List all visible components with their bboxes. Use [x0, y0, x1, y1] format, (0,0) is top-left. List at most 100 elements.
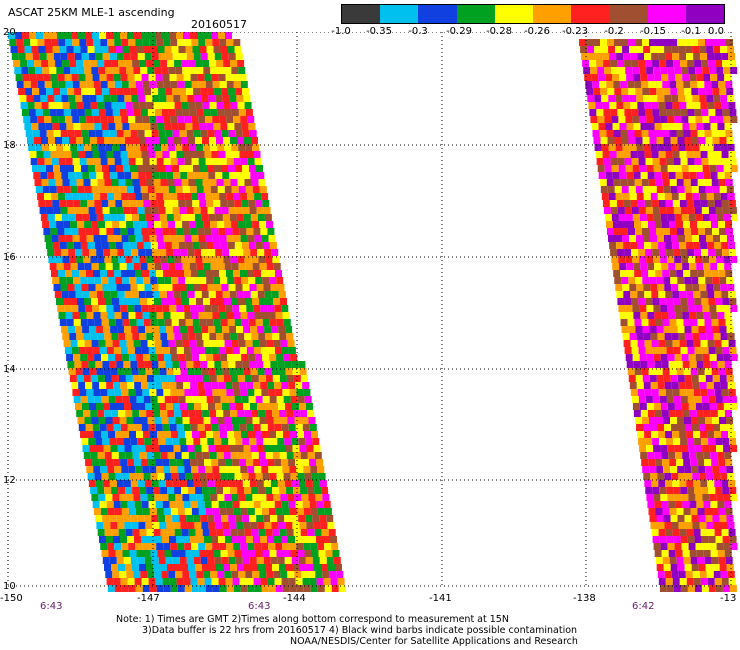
swath-cell	[684, 228, 691, 235]
swath-cell	[217, 494, 225, 501]
swath-cell	[614, 277, 622, 284]
swath-cell	[83, 179, 91, 186]
swath-cell	[163, 585, 171, 592]
swath-cell	[285, 326, 293, 333]
swath-cell	[662, 459, 670, 466]
swath-cell	[34, 137, 41, 144]
swath-cell	[683, 459, 691, 466]
swath-cell	[639, 67, 647, 74]
swath-cell	[713, 284, 721, 291]
swath-cell	[192, 200, 200, 207]
swath-cell	[200, 130, 208, 137]
swath-cell	[664, 522, 672, 529]
swath-cell	[9, 39, 17, 46]
swath-cell	[87, 354, 95, 361]
swath-cell	[656, 515, 664, 522]
swath-cell	[202, 102, 210, 109]
swath-cell	[161, 263, 169, 270]
swath-cell	[65, 158, 73, 165]
swath-cell	[46, 130, 54, 137]
swath-cell	[103, 95, 111, 102]
swath-cell	[727, 522, 735, 529]
swath-cell	[113, 536, 120, 543]
swath-cell	[183, 536, 190, 543]
swath-cell	[101, 46, 109, 53]
swath-cell	[157, 123, 165, 130]
swath-cell	[255, 200, 263, 207]
swath-cell	[656, 137, 664, 144]
swath-cell	[719, 515, 727, 522]
swath-cell	[159, 249, 167, 256]
swath-cell	[601, 46, 609, 53]
swath-cell	[149, 39, 157, 46]
swath-cell	[293, 410, 301, 417]
swath-cell	[661, 263, 669, 270]
swath-cell	[236, 249, 244, 256]
swath-cell	[113, 151, 121, 158]
swath-cell	[67, 361, 75, 368]
swath-cell	[185, 354, 193, 361]
swath-cell	[122, 46, 130, 53]
swath-cell	[695, 354, 703, 361]
swath-cell	[671, 571, 679, 578]
swath-cell	[225, 424, 233, 431]
swath-cell	[662, 270, 670, 277]
swath-cell	[221, 53, 229, 60]
swath-cell	[704, 368, 712, 375]
swath-cell	[728, 200, 736, 207]
swath-cell	[170, 193, 178, 200]
swath-cell	[77, 298, 84, 305]
swath-cell	[690, 557, 698, 564]
swath-cell	[629, 144, 637, 151]
swath-cell	[264, 326, 272, 333]
swath-cell	[169, 305, 177, 312]
swath-cell	[695, 256, 703, 263]
swath-cell	[197, 578, 205, 585]
swath-cell	[713, 144, 721, 151]
swath-cell	[156, 508, 164, 515]
swath-cell	[715, 207, 723, 214]
swath-cell	[195, 487, 203, 494]
swath-cell	[181, 410, 189, 417]
swath-cell	[244, 529, 252, 536]
swath-cell	[110, 172, 118, 179]
swath-cell	[188, 375, 196, 382]
swath-cell	[247, 312, 255, 319]
swath-cell	[272, 375, 280, 382]
swath-cell	[264, 403, 271, 410]
swath-cell	[253, 459, 261, 466]
swath-cell	[140, 340, 148, 347]
swath-cell	[145, 326, 153, 333]
swath-cell	[219, 389, 227, 396]
swath-cell	[200, 557, 208, 564]
swath-cell	[164, 396, 172, 403]
swath-cell	[715, 585, 723, 592]
swath-cell	[151, 88, 159, 95]
swath-cell	[197, 305, 205, 312]
swath-cell	[117, 249, 125, 256]
swath-cell	[251, 333, 259, 340]
swath-cell	[154, 571, 162, 578]
swath-cell	[684, 186, 692, 193]
swath-cell	[226, 585, 234, 592]
swath-cell	[81, 88, 89, 95]
swath-cell	[156, 270, 163, 277]
swath-cell	[601, 95, 609, 102]
swath-cell	[154, 298, 161, 305]
swath-cell	[45, 123, 53, 130]
swath-cell	[659, 347, 667, 354]
swath-cell	[635, 39, 642, 46]
swath-cell	[111, 410, 119, 417]
swath-cell	[692, 424, 699, 431]
swath-cell	[100, 312, 108, 319]
swath-cell	[689, 123, 697, 130]
swath-cell	[651, 151, 659, 158]
swath-cell	[100, 193, 108, 200]
swath-cell	[632, 256, 640, 263]
swath-cell	[280, 494, 288, 501]
swath-cell	[680, 438, 688, 445]
swath-cell	[55, 102, 63, 109]
swath-cell	[637, 102, 645, 109]
swath-cell	[73, 123, 81, 130]
swath-cell	[68, 214, 76, 221]
